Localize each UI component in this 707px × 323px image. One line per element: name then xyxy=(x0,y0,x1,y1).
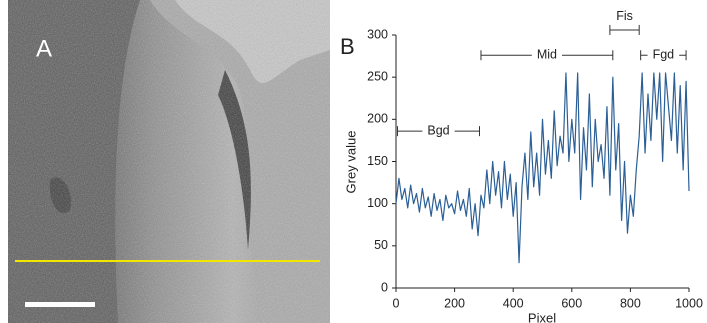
y-tick-label: 250 xyxy=(367,69,388,83)
image-texture xyxy=(8,0,330,323)
annotation xyxy=(609,24,640,35)
scale-bar xyxy=(25,302,95,307)
y-tick-label: 50 xyxy=(374,238,388,252)
y-tick-label: 150 xyxy=(367,154,388,168)
x-axis-title: Pixel xyxy=(528,310,556,323)
y-tick-label: 100 xyxy=(367,196,388,210)
panel-label: A xyxy=(36,35,52,62)
annotation xyxy=(640,50,687,61)
x-tick-label: 400 xyxy=(503,296,524,310)
x-tick-label: 0 xyxy=(393,296,400,310)
y-tick-label: 200 xyxy=(367,112,388,126)
chart: 0 50 100 150 200 250 300 0 200 400 600 800 1000 Bgd Mi… xyxy=(367,9,703,310)
x-tick-label: 800 xyxy=(620,296,641,310)
annotation-label: Fis xyxy=(616,9,633,23)
x-tick-label: 1000 xyxy=(675,296,703,310)
annotation-label: Mid xyxy=(537,48,557,62)
panel-label: B xyxy=(340,34,355,59)
annotation-label: Fgd xyxy=(653,48,675,62)
y-tick-label: 300 xyxy=(367,27,388,41)
data-line xyxy=(395,72,690,264)
y-tick-label: 0 xyxy=(381,280,388,294)
annotation xyxy=(396,126,481,137)
x-tick-label: 600 xyxy=(561,296,582,310)
y-axis-title: Grey value xyxy=(343,131,358,194)
x-tick-label: 200 xyxy=(444,296,465,310)
annotation xyxy=(480,50,614,61)
micrograph: A xyxy=(8,0,330,323)
annotation-label: Bgd xyxy=(427,123,449,137)
